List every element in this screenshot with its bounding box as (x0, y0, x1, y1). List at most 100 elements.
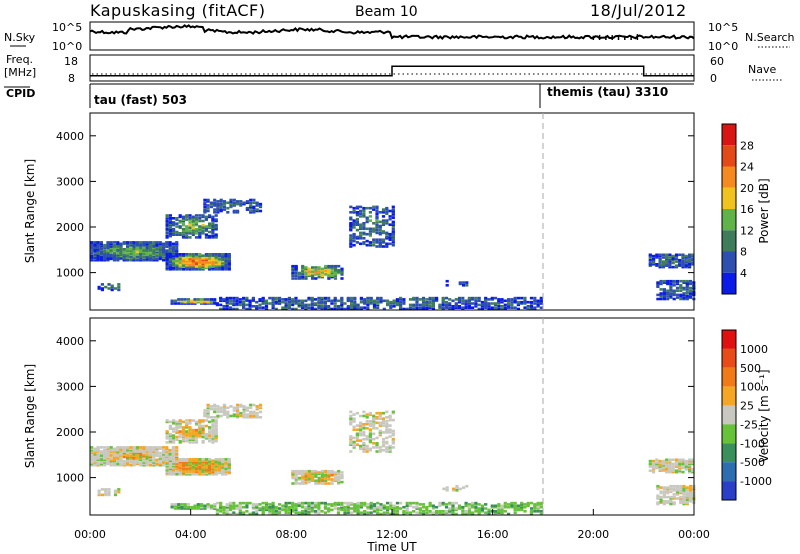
echo-cell (477, 299, 481, 303)
echo-cell (301, 273, 305, 276)
echo-cell (211, 428, 215, 432)
echo-cell (193, 504, 197, 508)
echo-cell (685, 285, 689, 288)
echo-cell (497, 504, 501, 508)
echo-cell (395, 512, 399, 516)
echo-cell (194, 458, 199, 461)
echo-cell (188, 236, 192, 239)
echo-cell (145, 257, 149, 261)
echo-cell (258, 508, 262, 512)
echo-cell (507, 306, 511, 309)
echo-cell (172, 217, 176, 220)
echo-cell (685, 491, 689, 495)
echo-cell (365, 216, 369, 220)
echo-cell (201, 266, 205, 270)
echo-cell (252, 403, 256, 407)
echo-cell (191, 463, 195, 467)
echo-cell (352, 436, 356, 440)
echo-cell (350, 507, 354, 510)
echo-cell (219, 406, 223, 410)
echo-cell (211, 219, 215, 223)
echo-cell (132, 257, 136, 261)
echo-cell (172, 258, 176, 262)
echo-cell (181, 257, 186, 260)
echo-cell (340, 269, 344, 272)
echo-cell (194, 253, 199, 256)
echo-cell (165, 451, 169, 455)
echo-cell (368, 422, 372, 426)
echo-cell (368, 413, 372, 416)
echo-cell (119, 453, 123, 456)
echo-cell (139, 458, 143, 462)
echo-cell (314, 469, 318, 473)
colorbar-tick-label: 500 (740, 362, 761, 375)
echo-cell (139, 243, 143, 247)
echo-cell (317, 476, 321, 480)
y-tick-label: 1000 (56, 472, 84, 485)
echo-cell (441, 512, 445, 516)
echo-cell (206, 209, 210, 213)
echo-cell (129, 448, 133, 452)
echo-cell (317, 273, 321, 276)
echo-cell (349, 440, 353, 444)
echo-cell (99, 462, 103, 466)
echo-cell (415, 511, 419, 514)
echo-cell (268, 508, 272, 512)
echo-cell (399, 298, 403, 301)
echo-cell (392, 505, 396, 509)
echo-cell (255, 209, 259, 213)
echo-cell (310, 504, 314, 508)
echo-cell (226, 410, 230, 414)
echo-cell (219, 202, 223, 206)
echo-cell (219, 299, 223, 303)
echo-cell (294, 271, 298, 275)
echo-cell (139, 246, 143, 250)
echo-cell (142, 250, 146, 254)
echo-cell (350, 296, 354, 300)
echo-cell (678, 465, 682, 468)
echo-cell (188, 434, 192, 437)
echo-cell (201, 261, 205, 264)
echo-cell (368, 232, 372, 236)
echo-cell (327, 271, 331, 275)
echo-cell (96, 241, 100, 244)
echo-cell (349, 223, 353, 226)
echo-cell (330, 474, 334, 477)
echo-cell (116, 448, 120, 452)
echo-cell (300, 511, 305, 514)
echo-cell (461, 299, 465, 303)
echo-cell (142, 455, 146, 459)
echo-cell (103, 246, 107, 250)
echo-cell (368, 432, 372, 436)
echo-cell (148, 455, 153, 459)
echo-cell (310, 510, 314, 513)
echo-cell (471, 501, 475, 505)
echo-cell (185, 225, 189, 228)
echo-cell (365, 243, 369, 247)
echo-cell (359, 242, 363, 246)
echo-cell (349, 222, 353, 225)
echo-cell (513, 511, 517, 514)
echo-cell (97, 287, 101, 290)
echo-cell (181, 430, 186, 433)
echo-cell (340, 480, 344, 484)
echo-cell (264, 503, 269, 506)
echo-cell (222, 410, 227, 414)
echo-cell (213, 503, 217, 506)
echo-cell (181, 435, 186, 439)
echo-cell (675, 489, 680, 492)
echo-cell (106, 451, 110, 455)
echo-cell (249, 410, 253, 414)
echo-cell (337, 480, 341, 484)
echo-cell (666, 279, 670, 283)
echo-cell (685, 292, 689, 295)
echo-cell (255, 510, 259, 513)
echo-cell (684, 465, 688, 468)
echo-cell (211, 435, 215, 439)
echo-cell (307, 273, 311, 276)
echo-cell (245, 296, 249, 300)
echo-cell (264, 306, 269, 309)
echo-cell (415, 503, 419, 506)
echo-cell (213, 208, 217, 211)
echo-cell (381, 411, 386, 415)
